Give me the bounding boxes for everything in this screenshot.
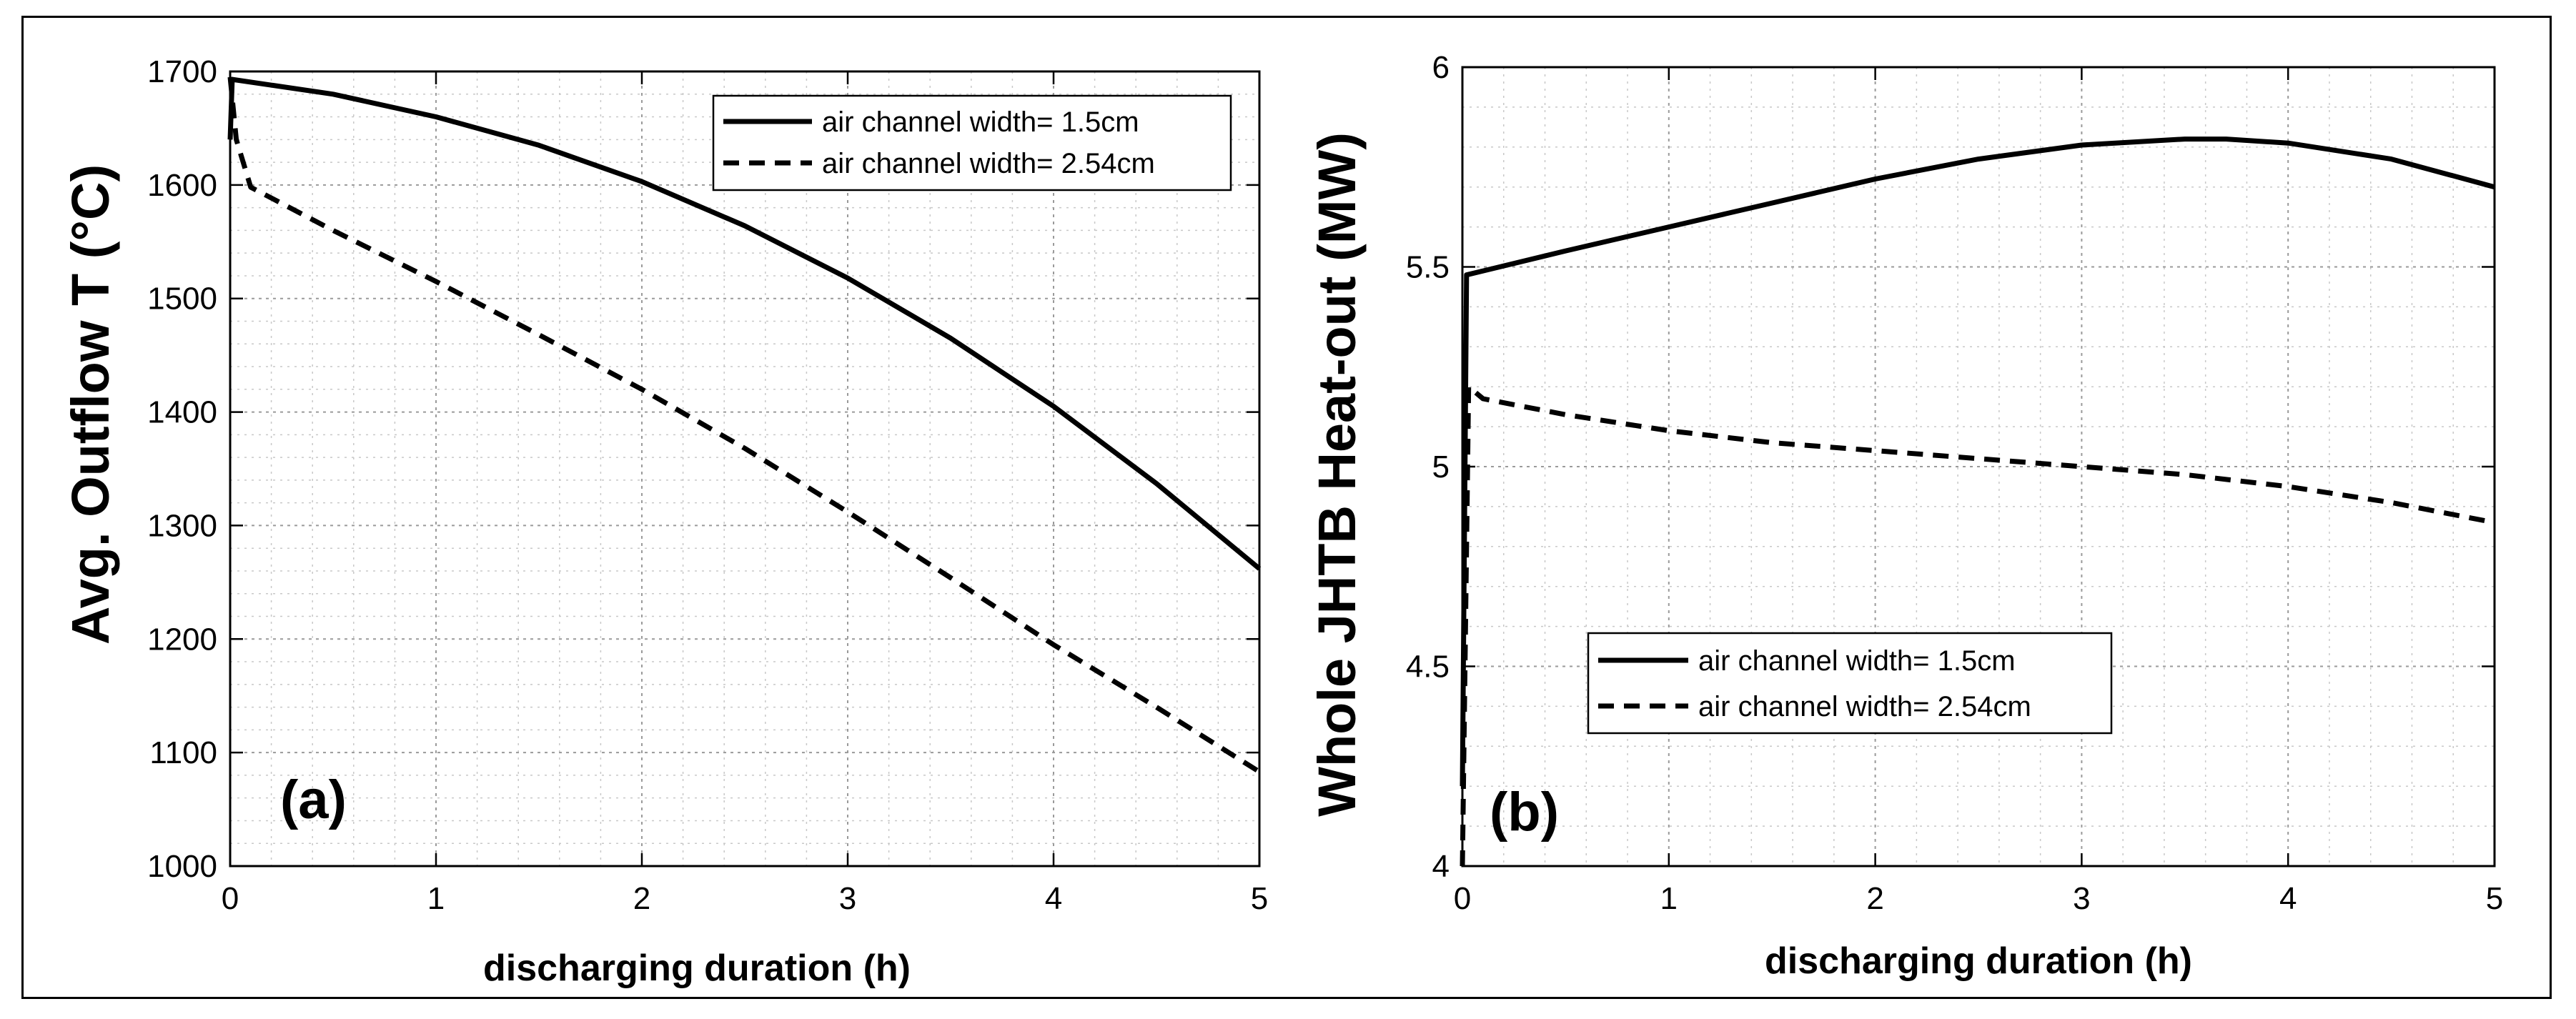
panel-a-plot-frame <box>229 70 1261 868</box>
panel-b-y-tick-label: 5.5 <box>1406 250 1450 285</box>
panel-b-series-dashed-line <box>1460 384 2495 867</box>
panel-a-y-axis-title: Avg. Outflow T (°C) <box>61 164 120 645</box>
panel-a-x-tick-label: 0 <box>222 881 239 916</box>
panel-a-series <box>227 76 1262 775</box>
panel-a-chart: 0 1 2 3 4 5 1000 1100 1200 1300 1400 1500 1600 1700 (… <box>61 54 1268 989</box>
panel-a-series-dashed-line <box>227 76 1261 775</box>
panel-a-y-tick-label: 1300 <box>147 508 217 543</box>
panel-b-x-tick-label: 1 <box>1660 881 1678 916</box>
panel-b-series-solid-line <box>1460 136 2495 787</box>
panel-a-ticks: 0 1 2 3 4 5 1000 1100 1200 1300 1400 1500 1600 1700 <box>147 54 1268 916</box>
panel-b-ticks: 0 1 2 3 4 5 4 4.5 5 5.5 6 <box>1406 50 2503 916</box>
panel-b-y-tick-label: 6 <box>1432 50 1450 85</box>
panel-b-x-tick-label: 2 <box>1866 881 1883 916</box>
panel-a-series-solid-line <box>227 76 1262 571</box>
panel-b-x-axis-title: discharging duration (h) <box>1765 940 2192 982</box>
panel-b-y-tick-label: 4.5 <box>1406 650 1450 685</box>
panel-b-series <box>1460 136 2495 867</box>
panel-a-legend-box <box>712 94 1232 192</box>
panel-a-y-tick-label: 1000 <box>147 849 217 884</box>
panel-a-x-tick-label: 3 <box>839 881 856 916</box>
panel-b-x-tick-label: 4 <box>2279 881 2297 916</box>
panel-a-x-axis-title: discharging duration (h) <box>483 948 911 989</box>
panel-a-plot-area <box>230 71 1259 866</box>
panel-b-y-axis-title: Whole JHTB Heat-out (MW) <box>1307 132 1367 817</box>
panel-b-y-tick-label: 5 <box>1432 449 1450 484</box>
panel-b-x-tick-label: 5 <box>2486 881 2503 916</box>
panel-a-legend-label-1: air channel width= 1.5cm <box>822 106 1139 138</box>
panel-a-y-tick-label: 1500 <box>147 282 217 317</box>
panel-a-x-tick-label: 1 <box>427 881 445 916</box>
panel-b-legend-box <box>1587 632 2113 735</box>
panel-b-legend: air channel width= 1.5cm air channel wid… <box>1587 632 2113 735</box>
panel-b-legend-label-1: air channel width= 1.5cm <box>1698 645 2016 677</box>
panel-a-y-tick-label: 1100 <box>149 735 217 770</box>
panel-a-legend-label-2: air channel width= 2.54cm <box>822 148 1155 179</box>
panel-b-chart: 0 1 2 3 4 5 4 4.5 5 5.5 6 (b) discharging duration… <box>1307 50 2503 982</box>
panel-b-x-tick-label: 0 <box>1454 881 1471 916</box>
panel-b-y-tick-label: 4 <box>1432 849 1450 884</box>
panel-b-x-tick-label: 3 <box>2073 881 2090 916</box>
panel-a-y-tick-label: 1600 <box>147 168 217 203</box>
panel-b-label: (b) <box>1490 782 1559 842</box>
panel-a-y-tick-label: 1700 <box>147 54 217 89</box>
panel-a-x-tick-label: 2 <box>633 881 650 916</box>
panel-a-x-tick-label: 4 <box>1045 881 1062 916</box>
panel-a-legend: air channel width= 1.5cm air channel wid… <box>712 94 1232 192</box>
panel-a-x-tick-label: 5 <box>1251 881 1268 916</box>
panel-a-y-tick-label: 1200 <box>147 622 217 657</box>
panel-a-label: (a) <box>280 770 347 830</box>
panel-a-y-tick-label: 1400 <box>147 395 217 430</box>
panel-b-legend-label-2: air channel width= 2.54cm <box>1698 691 2031 722</box>
